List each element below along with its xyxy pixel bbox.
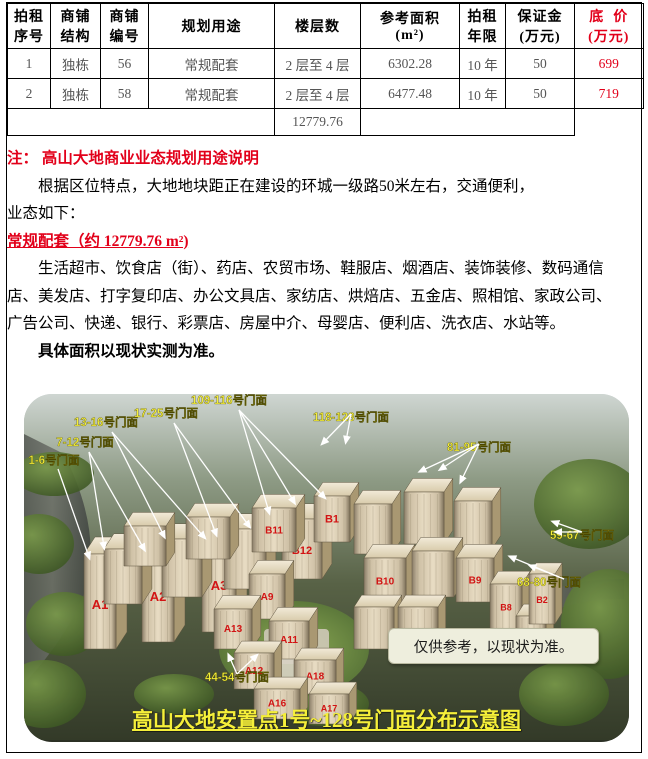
svg-text:109-116号门面: 109-116号门面: [191, 394, 268, 407]
svg-text:1-6号门面: 1-6号门面: [28, 453, 80, 467]
svg-text:A13: A13: [224, 624, 243, 635]
svg-text:17-25号门面: 17-25号门面: [134, 406, 198, 420]
svg-text:B11: B11: [265, 526, 283, 537]
svg-text:81-95号门面: 81-95号门面: [447, 440, 511, 454]
svg-text:B10: B10: [376, 577, 395, 588]
svg-text:118-128号门面: 118-128号门面: [313, 410, 390, 424]
svg-text:B8: B8: [500, 603, 512, 613]
svg-text:A9: A9: [261, 592, 274, 603]
svg-text:44-54号门面: 44-54号门面: [205, 670, 269, 684]
svg-text:68-80号门面: 68-80号门面: [517, 575, 581, 589]
svg-text:13-16号门面: 13-16号门面: [74, 415, 138, 429]
svg-text:A11: A11: [280, 635, 298, 646]
svg-text:59-67号门面: 59-67号门面: [550, 528, 614, 542]
svg-text:B9: B9: [469, 576, 482, 587]
svg-text:A18: A18: [306, 672, 325, 683]
svg-text:B1: B1: [325, 514, 339, 526]
svg-text:B2: B2: [536, 595, 548, 605]
svg-text:7-12号门面: 7-12号门面: [56, 435, 114, 449]
